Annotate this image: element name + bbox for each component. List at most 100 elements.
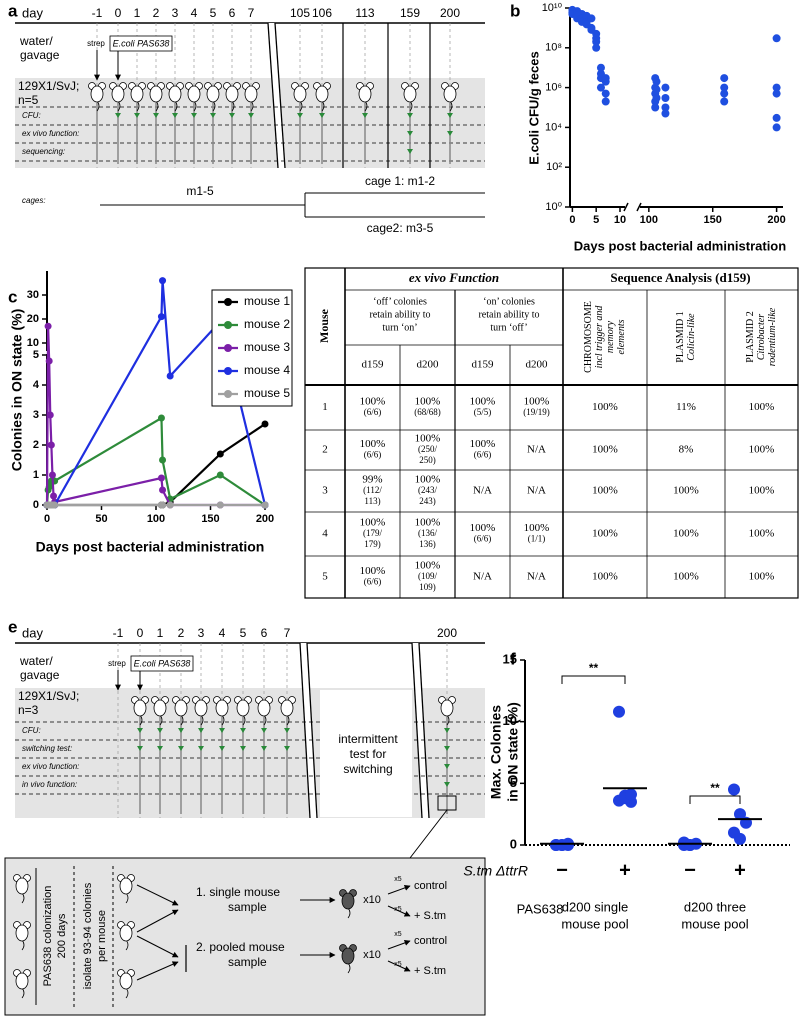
- day-tick-label: 200: [437, 626, 457, 640]
- mouse-icon: [13, 921, 31, 951]
- sequence-value: 100%: [592, 485, 618, 497]
- y-tick-label: 10⁰: [545, 201, 562, 213]
- cell-value: 99%: [362, 474, 382, 486]
- data-point: [652, 85, 661, 94]
- mouse-icon: [339, 889, 357, 919]
- arrow: [387, 905, 411, 917]
- strep-label: strep: [87, 39, 105, 48]
- mouse-icon: [117, 921, 135, 951]
- cell-detail: (6/6): [474, 450, 492, 460]
- mouse-icon: [151, 696, 169, 726]
- axis-break: [623, 202, 629, 212]
- marker-triangle: [198, 728, 204, 733]
- x-tick-label: 100: [147, 513, 165, 525]
- arrow: [136, 961, 179, 981]
- data-point: [772, 113, 781, 122]
- y-tick-label: 30: [27, 289, 39, 301]
- data-point: [720, 97, 729, 106]
- cell-detail: 113): [364, 496, 380, 506]
- mouse-icon: [401, 82, 419, 112]
- data-point: [159, 501, 167, 509]
- isolate-label: isolate 93-94 colonies: [82, 882, 94, 989]
- sequence-header: PLASMID 1: [675, 311, 686, 362]
- data-point: [734, 808, 746, 821]
- mouse-icon: [117, 874, 135, 904]
- cell-detail: (243/: [418, 485, 437, 495]
- data-point: [46, 411, 54, 419]
- cell-detail: (68/68): [414, 407, 441, 417]
- data-point: [159, 486, 167, 494]
- series-line: [47, 423, 266, 507]
- legend-marker: [224, 390, 232, 398]
- marker-triangle: [240, 746, 246, 751]
- data-point: [661, 103, 670, 112]
- day-tick-label: 6: [229, 6, 236, 20]
- mouse-body: [215, 699, 229, 717]
- data-point: [216, 450, 224, 458]
- axis-break: [299, 642, 311, 819]
- mouse-body: [257, 699, 271, 717]
- cell-value: 100%: [524, 396, 550, 408]
- sub-header: retain ability to: [478, 309, 539, 320]
- mouse-body: [315, 85, 329, 103]
- cell-detail: 243): [419, 496, 436, 506]
- marker-triangle: [447, 113, 453, 118]
- group-title: PAS638: [517, 901, 564, 916]
- cell-detail: 109): [419, 582, 436, 592]
- mouse-body: [15, 877, 29, 895]
- group-header: Sequence Analysis (d159): [610, 270, 750, 285]
- axis-break: [412, 643, 429, 818]
- marker-triangle: [191, 113, 197, 118]
- data-point: [772, 123, 781, 132]
- sequence-value: 100%: [592, 571, 618, 583]
- y-tick-label: 0: [33, 499, 39, 511]
- mouse-body: [293, 85, 307, 103]
- intermittent-label: test for: [350, 747, 387, 761]
- marker-triangle: [219, 728, 225, 733]
- mouse-body: [90, 85, 104, 103]
- sample-label: sample: [228, 900, 267, 914]
- mouse-body: [119, 877, 133, 895]
- axis-break: [418, 642, 430, 819]
- mouse-body: [244, 85, 258, 103]
- data-point: [159, 277, 167, 285]
- y-tick-label: 4: [33, 379, 40, 391]
- y-axis-label: Colonies in ON state (%): [9, 309, 25, 472]
- data-point: [601, 74, 610, 83]
- mouse-body: [440, 699, 454, 717]
- x-tick-label: 150: [704, 214, 722, 226]
- outcome-label: control: [414, 880, 447, 892]
- cell-value: 100%: [415, 517, 441, 529]
- category-label: −: [556, 859, 568, 881]
- legend-label: mouse 5: [244, 386, 290, 400]
- data-point: [772, 34, 781, 43]
- mouse-icon: [291, 82, 309, 112]
- outcome-label: control: [414, 935, 447, 947]
- mouse-icon: [13, 969, 31, 999]
- marker-triangle: [248, 113, 254, 118]
- mouse-body: [341, 892, 355, 910]
- mouse-icon: [13, 874, 31, 904]
- mouse-icon: [192, 696, 210, 726]
- mouse-body: [153, 699, 167, 717]
- marker-triangle: [261, 746, 267, 751]
- isolate-label: per mouse: [96, 910, 108, 962]
- colonization-label: 200 days: [56, 913, 68, 958]
- data-point: [601, 89, 610, 98]
- category-label: +: [619, 859, 631, 881]
- mouse-icon: [438, 696, 456, 726]
- ecoli-label: E.coli PAS638: [113, 38, 170, 48]
- mouse-icon: [88, 82, 106, 112]
- day-tick-label: 7: [248, 6, 255, 20]
- mouse-body: [130, 85, 144, 103]
- significance-label: **: [710, 781, 720, 795]
- sequence-value: 100%: [749, 485, 775, 497]
- data-point: [261, 420, 269, 428]
- cover: [320, 690, 412, 817]
- axis-break: [300, 643, 317, 818]
- arrow: [136, 909, 179, 933]
- marker-triangle: [137, 746, 143, 751]
- sample-label: 2. pooled mouse: [196, 940, 285, 954]
- cage-label: m1-5: [186, 184, 214, 198]
- marker-triangle: [444, 746, 450, 751]
